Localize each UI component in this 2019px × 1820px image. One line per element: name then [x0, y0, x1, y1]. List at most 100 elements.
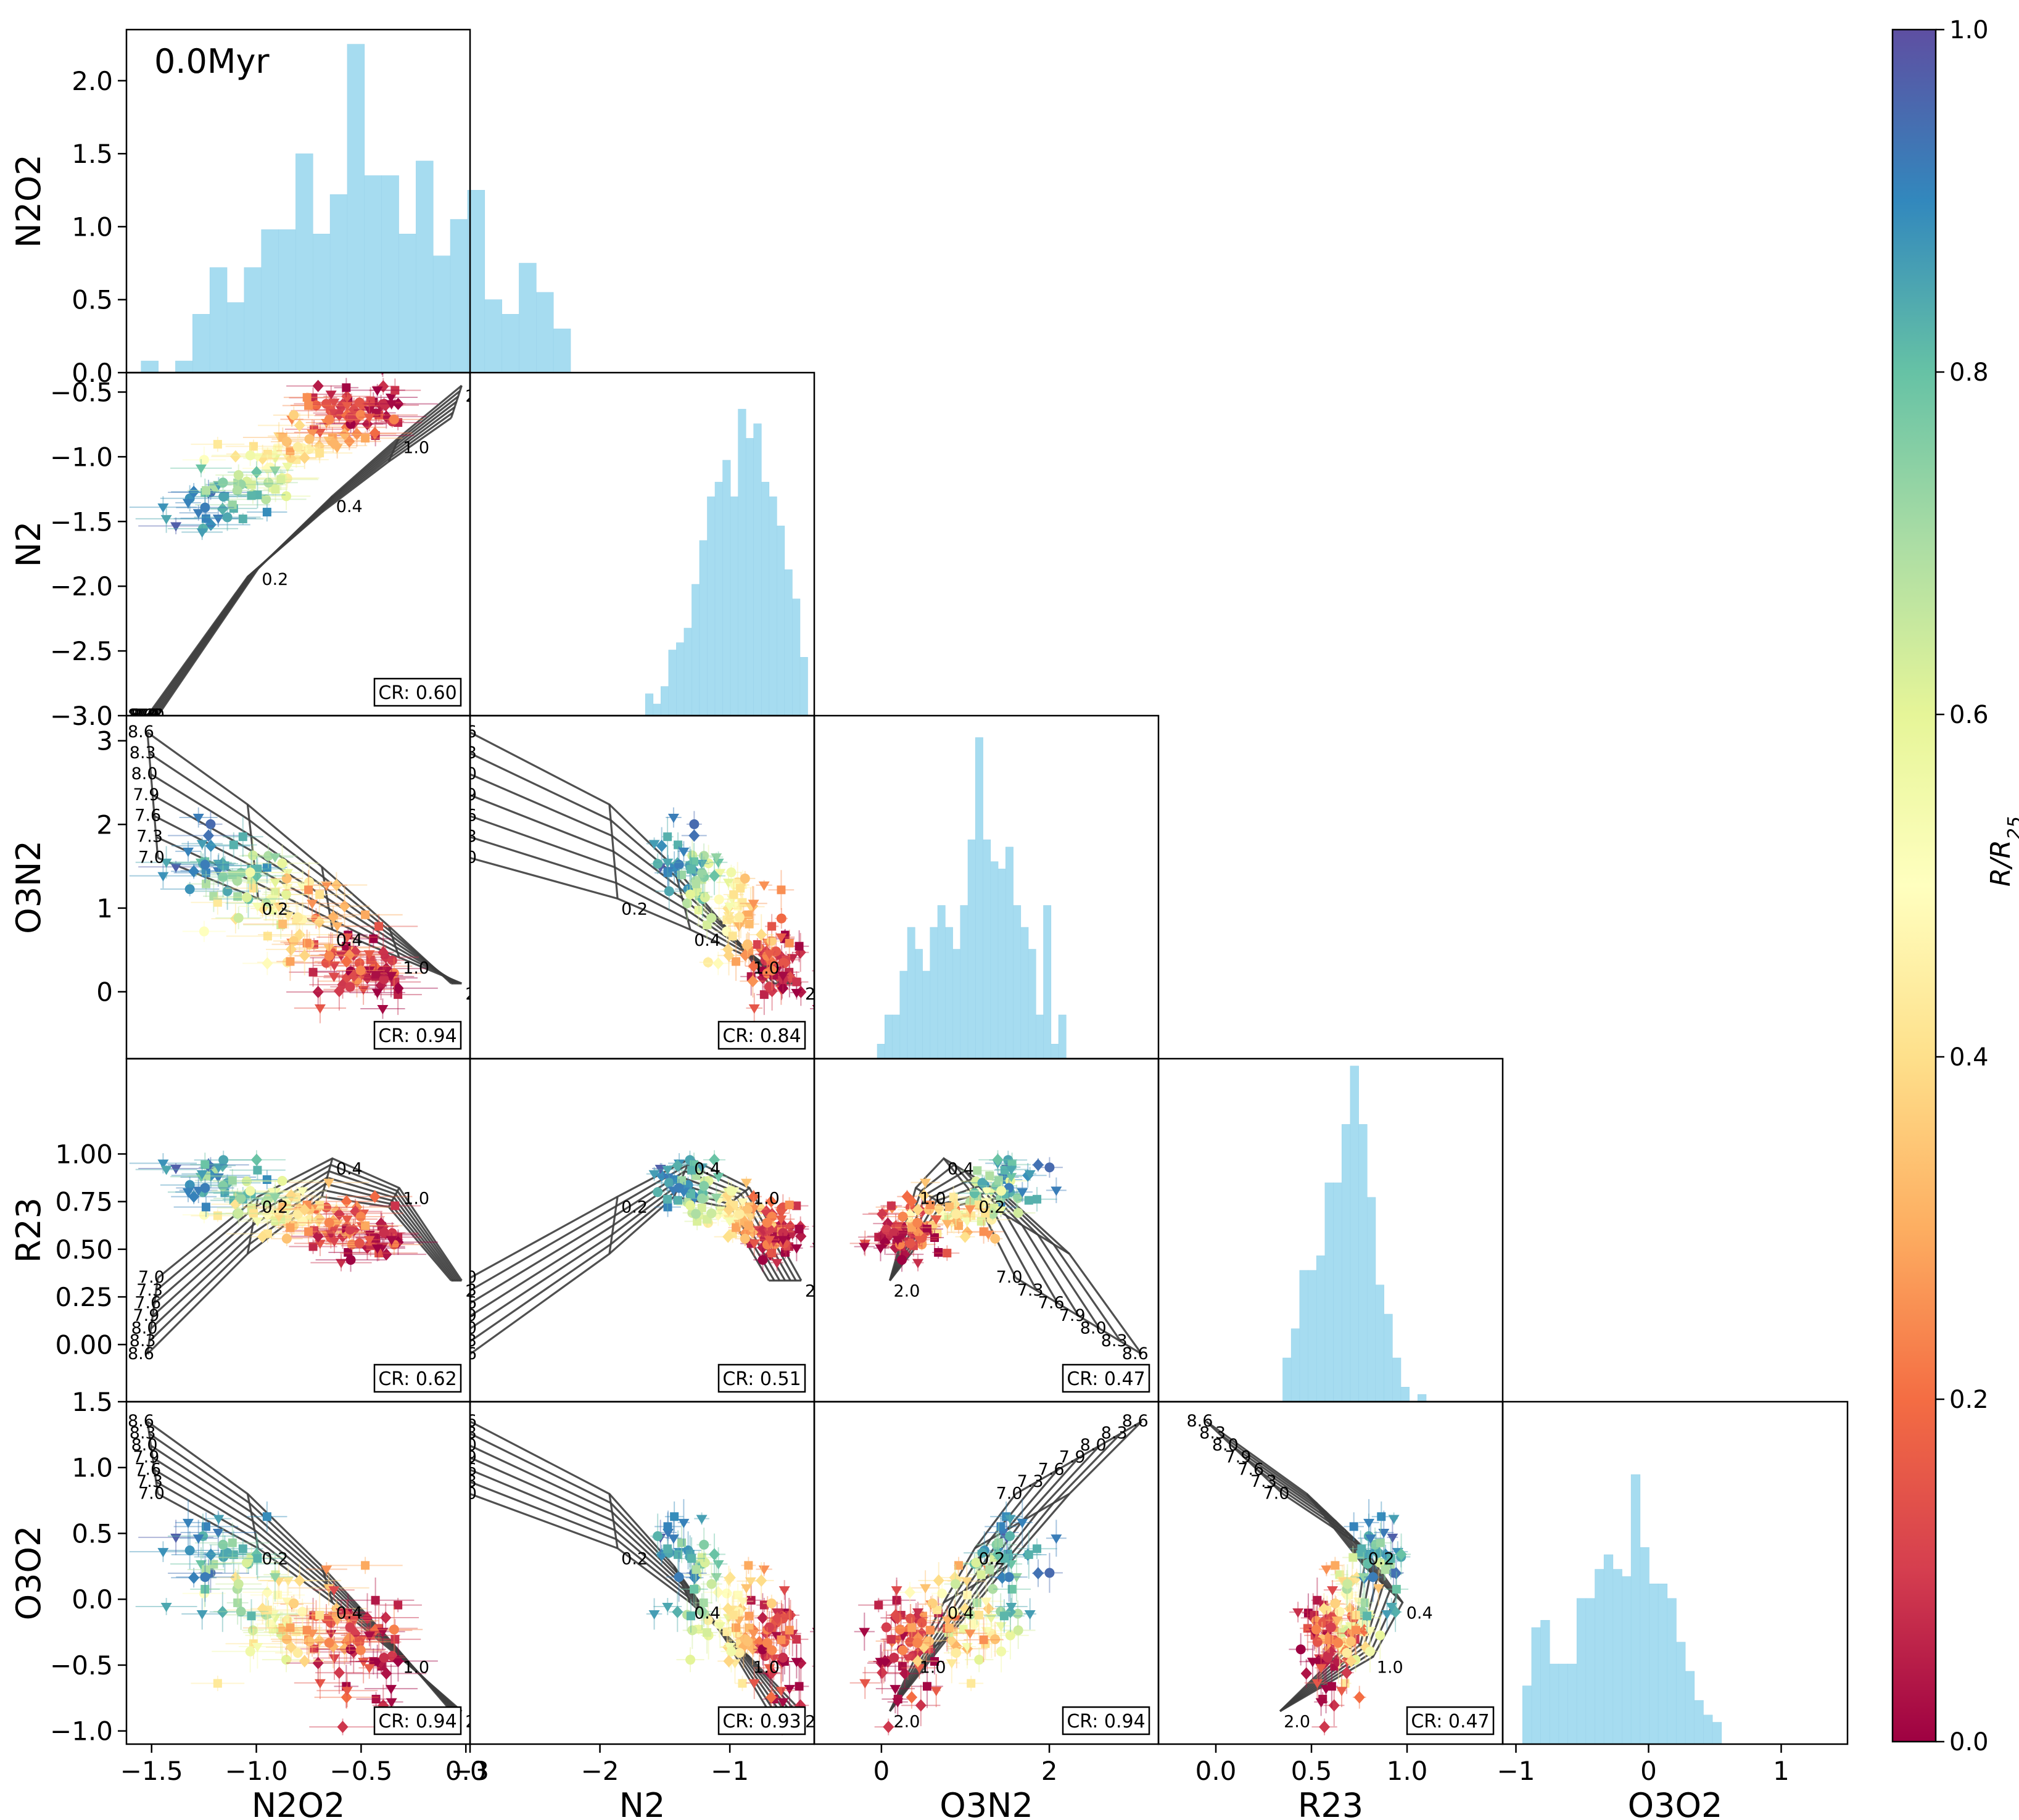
data-point	[686, 1189, 695, 1199]
ionization-label: 1.0	[403, 959, 429, 978]
ionization-label: 0.4	[948, 1604, 974, 1623]
data-point	[734, 1209, 745, 1219]
data-point	[899, 1667, 910, 1680]
data-point	[1032, 1159, 1044, 1172]
data-point	[183, 847, 194, 857]
model-grid-line	[246, 1196, 259, 1254]
data-point	[363, 413, 375, 423]
data-point	[371, 1695, 381, 1704]
data-point	[1005, 1173, 1017, 1183]
hist-bar	[261, 229, 279, 373]
data-point	[333, 985, 345, 998]
data-point	[758, 881, 770, 891]
data-point	[1315, 1698, 1327, 1708]
x-tick-label: 0.0	[1195, 1756, 1237, 1786]
hist-bar	[141, 360, 159, 373]
data-point	[703, 920, 712, 930]
hist-bar	[416, 160, 434, 373]
data-point	[289, 1598, 299, 1608]
metallicity-label: 7.9	[1059, 1306, 1086, 1325]
metallicity-label: 7.3	[136, 827, 163, 846]
hist-bar	[398, 233, 416, 373]
data-point	[742, 939, 753, 949]
data-point	[724, 912, 736, 925]
data-point	[314, 1239, 326, 1249]
hist-bar	[892, 1014, 901, 1059]
data-point	[283, 1576, 294, 1586]
data-point	[345, 1225, 355, 1235]
data-point	[283, 1215, 294, 1225]
data-point	[690, 1584, 699, 1594]
data-point	[250, 1153, 262, 1166]
data-point	[1351, 1610, 1360, 1619]
metallicity-label: 7.0	[138, 1484, 165, 1503]
x-tick-label: −1	[1497, 1756, 1535, 1786]
data-point	[355, 1645, 366, 1655]
data-point	[361, 910, 370, 919]
data-point	[196, 1170, 208, 1180]
data-point	[233, 470, 244, 481]
data-point	[943, 1249, 952, 1258]
data-point	[241, 892, 252, 903]
data-point	[674, 1196, 683, 1205]
data-point	[323, 1178, 335, 1188]
data-point	[795, 1682, 804, 1691]
data-point	[756, 1574, 767, 1587]
data-point	[371, 386, 383, 396]
data-point	[696, 1163, 708, 1173]
data-point	[310, 1644, 319, 1653]
data-point	[712, 957, 724, 970]
data-point	[269, 466, 281, 476]
data-point	[905, 1637, 915, 1647]
data-point	[381, 962, 392, 975]
data-point	[222, 512, 233, 523]
data-point	[312, 1657, 324, 1669]
data-point	[699, 1181, 709, 1191]
hist-bar	[799, 657, 808, 716]
data-point	[184, 884, 195, 895]
data-point	[281, 491, 292, 502]
data-point	[711, 1193, 722, 1203]
metallicity-label: 7.6	[450, 806, 477, 825]
data-point	[1385, 1602, 1397, 1612]
data-point	[1005, 1630, 1015, 1640]
hist-bar	[1667, 1598, 1677, 1745]
data-point	[286, 957, 295, 966]
data-point	[685, 889, 696, 900]
data-point	[766, 936, 777, 946]
data-point	[699, 1539, 709, 1550]
data-point	[785, 1626, 794, 1635]
data-point	[748, 1190, 759, 1203]
metallicity-label: 7.0	[1263, 1484, 1290, 1503]
data-point	[764, 1622, 775, 1632]
data-point	[302, 1626, 312, 1635]
hist-bar	[381, 175, 399, 373]
x-axis-title: N2	[619, 1786, 666, 1820]
x-tick-label: −1.5	[120, 1756, 183, 1786]
data-point	[1328, 1699, 1340, 1712]
observed-points	[646, 1499, 814, 1735]
data-point	[648, 840, 660, 850]
data-point	[321, 1565, 332, 1575]
data-point	[1342, 1648, 1352, 1658]
data-point	[742, 1204, 753, 1215]
data-point	[252, 1217, 263, 1227]
data-point	[341, 390, 353, 403]
data-point	[1312, 1637, 1323, 1647]
x-axis-title: O3O2	[1628, 1786, 1723, 1820]
y-tick-label: 0.50	[55, 1235, 113, 1265]
data-point	[292, 912, 303, 922]
metallicity-label: 8.0	[1080, 1436, 1107, 1455]
data-point	[263, 478, 274, 488]
data-point	[341, 1687, 353, 1697]
data-point	[374, 922, 384, 931]
y-tick-label: −1.0	[50, 442, 113, 472]
histogram-o3o2	[1501, 1400, 1849, 1745]
data-point	[785, 1201, 794, 1210]
data-point	[1017, 1188, 1028, 1198]
data-point	[897, 1255, 907, 1265]
hist-bar	[1630, 1474, 1641, 1745]
data-point	[344, 1631, 355, 1644]
data-point	[202, 879, 211, 888]
metallicity-label: 7.9	[133, 1448, 159, 1467]
